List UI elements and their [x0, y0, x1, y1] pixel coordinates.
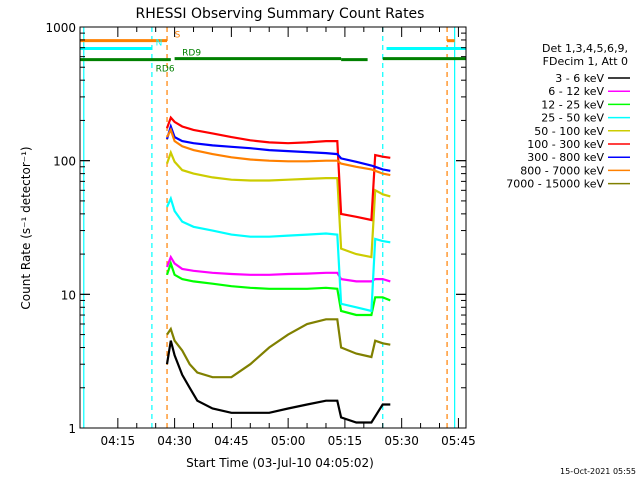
legend-label-4: 50 - 100 keV: [534, 125, 604, 138]
x-axis-label: Start Time (03-Jul-10 04:05:02): [186, 456, 374, 470]
legend-header-line-1: Det 1,3,4,5,6,9,: [542, 42, 628, 55]
series-line-8: [166, 318, 391, 379]
flag-label-s: S: [175, 31, 181, 41]
x-tick-label-4: 05:15: [328, 434, 363, 448]
legend-label-1: 6 - 12 keV: [548, 85, 604, 98]
flag-label-rd6: RD6: [156, 65, 175, 75]
legend-label-2: 12 - 25 keV: [541, 98, 604, 111]
flag-label-n: N: [156, 39, 163, 49]
y-tick-label-0: 1: [68, 422, 76, 436]
x-tick-label-6: 05:45: [441, 434, 476, 448]
flag-label-rd9: RD9: [182, 49, 201, 59]
legend-header-line-2: FDecim 1, Att 0: [543, 55, 628, 68]
footer-date: 15-Oct-2021 05:55: [560, 467, 636, 476]
series-line-7: [166, 127, 391, 177]
y-axis-label: Count Rate (s⁻¹ detector⁻¹): [19, 146, 33, 309]
legend-label-8: 7000 - 15000 keV: [506, 178, 604, 191]
legend-label-6: 300 - 800 keV: [527, 151, 604, 164]
legend-label-5: 100 - 300 keV: [527, 138, 604, 151]
series-line-1: [165, 254, 391, 283]
series-line-0: [165, 340, 391, 424]
x-tick-label-5: 05:30: [384, 434, 419, 448]
series-line-3: [165, 195, 391, 313]
plot-frame: [79, 26, 467, 429]
series-line-2: [165, 260, 391, 317]
legend-label-7: 800 - 7000 keV: [520, 164, 604, 177]
legend-label-0: 3 - 6 keV: [555, 72, 604, 85]
series-line-6: [165, 122, 391, 172]
legend-label-3: 25 - 50 keV: [541, 112, 604, 125]
x-tick-label-1: 04:30: [157, 434, 192, 448]
series-line-5: [165, 115, 391, 222]
y-tick-label-2: 100: [53, 155, 76, 169]
chart-title: RHESSI Observing Summary Count Rates: [136, 6, 425, 22]
x-tick-label-3: 05:00: [271, 434, 306, 448]
x-tick-label-0: 04:15: [101, 434, 136, 448]
y-tick-label-1: 10: [61, 288, 76, 302]
plot-area: S N RD9 RD6 1 10 100 1000 04:15 04:30 04:45 05:00 05…: [45, 21, 630, 448]
y-tick-label-3: 1000: [45, 21, 76, 35]
x-tick-label-2: 04:45: [214, 434, 249, 448]
series-line-4: [165, 149, 391, 259]
